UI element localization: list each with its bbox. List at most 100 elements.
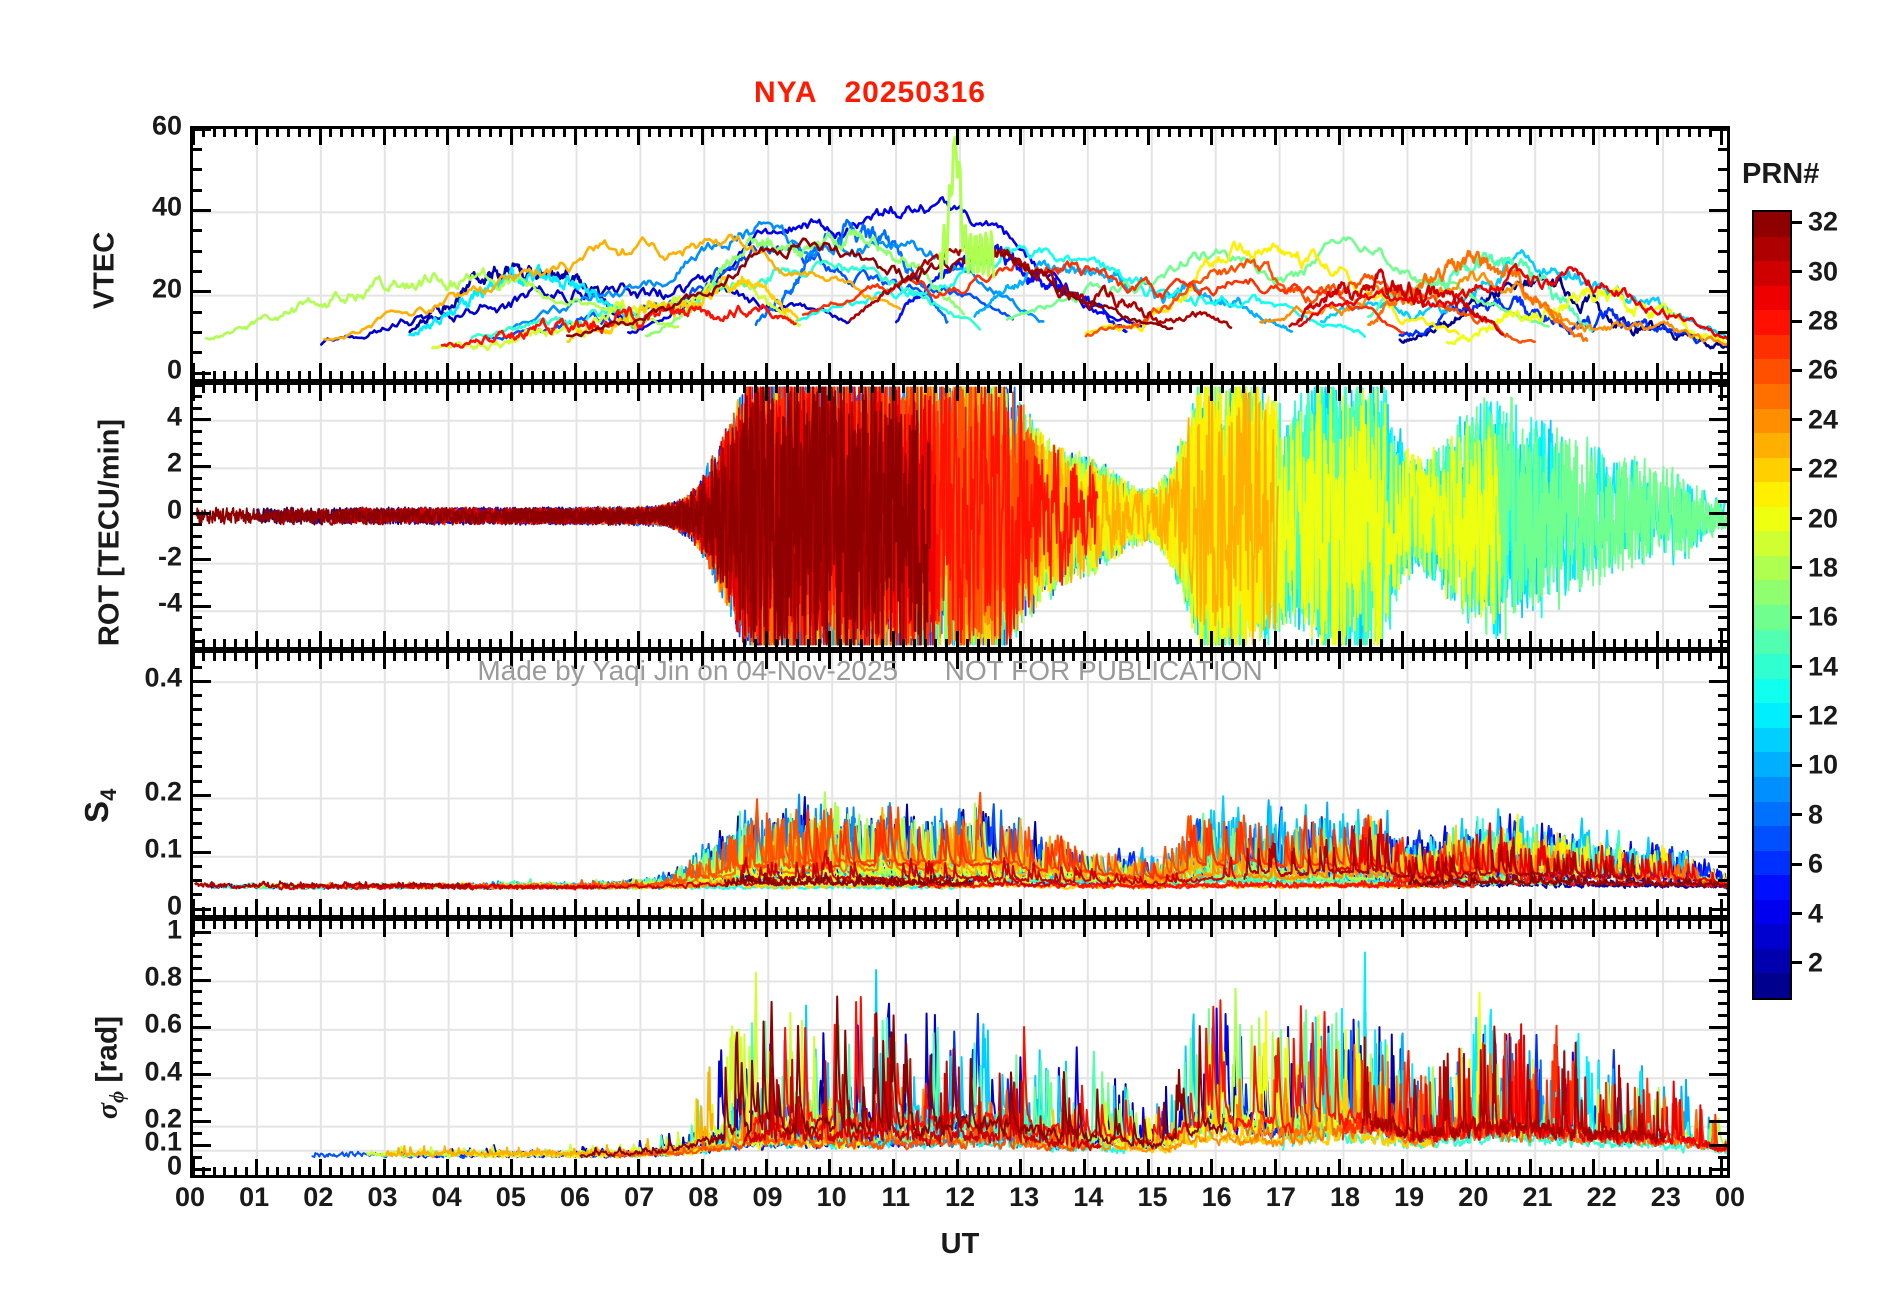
axis-tick: [1178, 653, 1182, 661]
axis-tick: [817, 371, 821, 379]
axis-tick: [191, 899, 195, 915]
axis-tick: [1581, 907, 1585, 915]
x-tick-label: 23: [1650, 1182, 1681, 1212]
axis-tick: [1496, 1167, 1500, 1175]
axis-tick: [1496, 653, 1500, 661]
axis-tick: [393, 639, 397, 647]
axis-tick: [318, 1159, 322, 1175]
axis-tick: [976, 921, 980, 929]
axis-tick: [193, 665, 202, 669]
axis-tick: [1369, 371, 1373, 379]
axis-tick: [1454, 371, 1458, 379]
axis-tick: [1718, 269, 1727, 273]
axis-tick: [870, 921, 874, 929]
axis-tick: [531, 921, 535, 929]
colorbar-swatch: [1754, 629, 1790, 655]
axis-tick: [1273, 921, 1277, 937]
axis-tick: [1008, 907, 1012, 915]
axis-tick: [1443, 639, 1447, 647]
axis-tick: [828, 899, 832, 915]
axis-tick: [806, 907, 810, 915]
axis-tick: [1019, 899, 1023, 915]
axis-tick: [212, 639, 216, 647]
axis-tick: [1157, 129, 1161, 137]
axis-tick: [1496, 129, 1500, 137]
axis-tick: [509, 631, 513, 647]
axis-tick: [1104, 921, 1108, 929]
axis-tick: [806, 653, 810, 661]
axis-tick: [902, 371, 906, 379]
axis-tick: [711, 921, 715, 929]
axis-tick: [1252, 1167, 1256, 1175]
axis-tick: [1718, 836, 1727, 840]
axis-tick: [276, 1167, 280, 1175]
axis-tick: [1708, 907, 1712, 915]
axis-tick: [478, 1167, 481, 1175]
axis-tick: [424, 129, 428, 137]
axis-tick: [1273, 1159, 1277, 1175]
axis-tick: [828, 653, 832, 669]
axis-tick: [828, 363, 832, 379]
axis-tick: [1390, 907, 1394, 915]
axis-tick: [350, 921, 354, 929]
colorbar-swatch: [1754, 383, 1790, 409]
axis-tick: [424, 921, 428, 929]
axis-tick: [361, 653, 365, 661]
axis-tick: [1337, 899, 1341, 915]
axis-tick: [1305, 129, 1309, 137]
axis-tick: [193, 371, 211, 375]
colorbar-swatch: [1754, 776, 1790, 802]
data-series-line: [1398, 273, 1727, 350]
axis-tick: [1507, 1167, 1511, 1175]
axis-tick: [499, 921, 503, 929]
axis-tick: [435, 639, 439, 647]
axis-tick: [393, 1167, 397, 1175]
axis-tick: [711, 129, 715, 137]
axis-tick: [1167, 385, 1171, 393]
axis-tick: [1199, 907, 1203, 915]
axis-tick: [1507, 129, 1511, 137]
axis-tick: [1125, 1167, 1129, 1175]
axis-tick: [467, 639, 471, 647]
axis-tick: [255, 899, 259, 915]
axis-tick: [1379, 639, 1383, 647]
axis-tick: [817, 639, 821, 647]
axis-tick: [446, 631, 450, 647]
axis-tick: [1687, 129, 1691, 137]
y-tick-label: 0: [166, 1150, 182, 1181]
axis-tick: [1316, 129, 1320, 137]
axis-tick: [541, 129, 545, 137]
axis-tick: [1188, 639, 1192, 647]
axis-tick: [361, 639, 365, 647]
data-series-line: [579, 995, 1225, 1158]
axis-tick: [233, 921, 237, 929]
axis-tick: [615, 653, 619, 661]
axis-tick: [1677, 385, 1681, 393]
axis-tick: [499, 1167, 503, 1175]
axis-tick: [1687, 1167, 1691, 1175]
axis-tick: [488, 129, 492, 137]
axis-tick: [297, 385, 301, 393]
axis-tick: [308, 1167, 312, 1175]
axis-tick: [1708, 385, 1712, 393]
axis-tick: [615, 1167, 619, 1175]
axis-tick: [1379, 371, 1383, 379]
axis-tick: [584, 385, 588, 393]
axis-tick: [1528, 921, 1532, 937]
axis-tick: [870, 385, 874, 393]
axis-tick: [1379, 921, 1383, 929]
axis-tick: [202, 1167, 206, 1175]
axis-tick: [891, 1159, 895, 1175]
axis-tick: [1528, 1159, 1532, 1175]
axis-tick: [1560, 371, 1564, 379]
axis-tick: [1528, 363, 1532, 379]
colorbar-swatch: [1754, 801, 1790, 827]
axis-tick: [1093, 907, 1097, 915]
axis-tick: [1019, 129, 1023, 145]
axis-tick: [1401, 363, 1405, 379]
axis-tick: [1008, 129, 1012, 137]
axis-tick: [382, 385, 386, 401]
axis-tick: [191, 129, 195, 145]
axis-tick: [1146, 1159, 1150, 1175]
axis-tick: [193, 879, 202, 883]
